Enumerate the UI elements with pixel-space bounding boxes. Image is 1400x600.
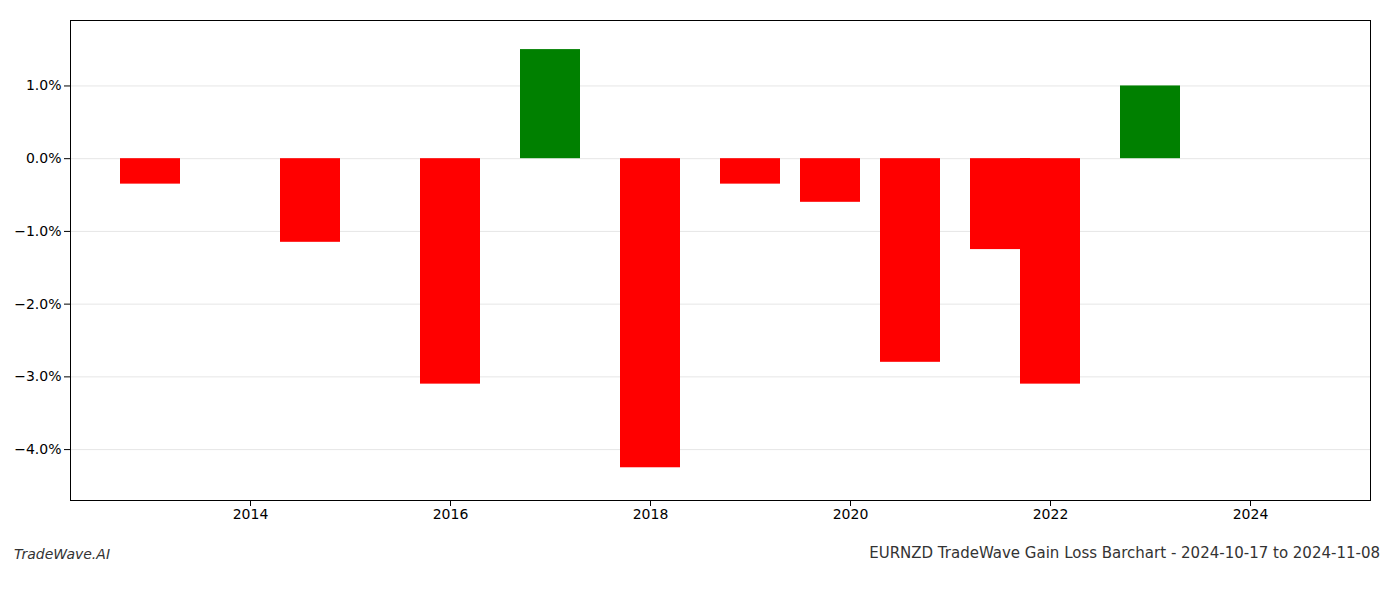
svg-text:−3.0%: −3.0% (14, 368, 61, 384)
svg-text:0.0%: 0.0% (26, 150, 62, 166)
svg-text:−2.0%: −2.0% (14, 296, 61, 312)
svg-text:2016: 2016 (433, 506, 469, 522)
svg-text:−1.0%: −1.0% (14, 223, 61, 239)
html-text:TradeWave.AI: TradeWave.AI (14, 546, 110, 562)
svg-text:1.0%: 1.0% (26, 77, 62, 93)
svg-text:2014: 2014 (233, 506, 269, 522)
svg-text:2020: 2020 (833, 506, 869, 522)
svg-text:2024: 2024 (1233, 506, 1269, 522)
svg-text:2022: 2022 (1033, 506, 1069, 522)
svg-text:2018: 2018 (633, 506, 669, 522)
html-text:EURNZD TradeWave Gain Loss Bar: EURNZD TradeWave Gain Loss Barchart - 20… (869, 544, 1380, 562)
svg-text:−4.0%: −4.0% (14, 441, 61, 457)
